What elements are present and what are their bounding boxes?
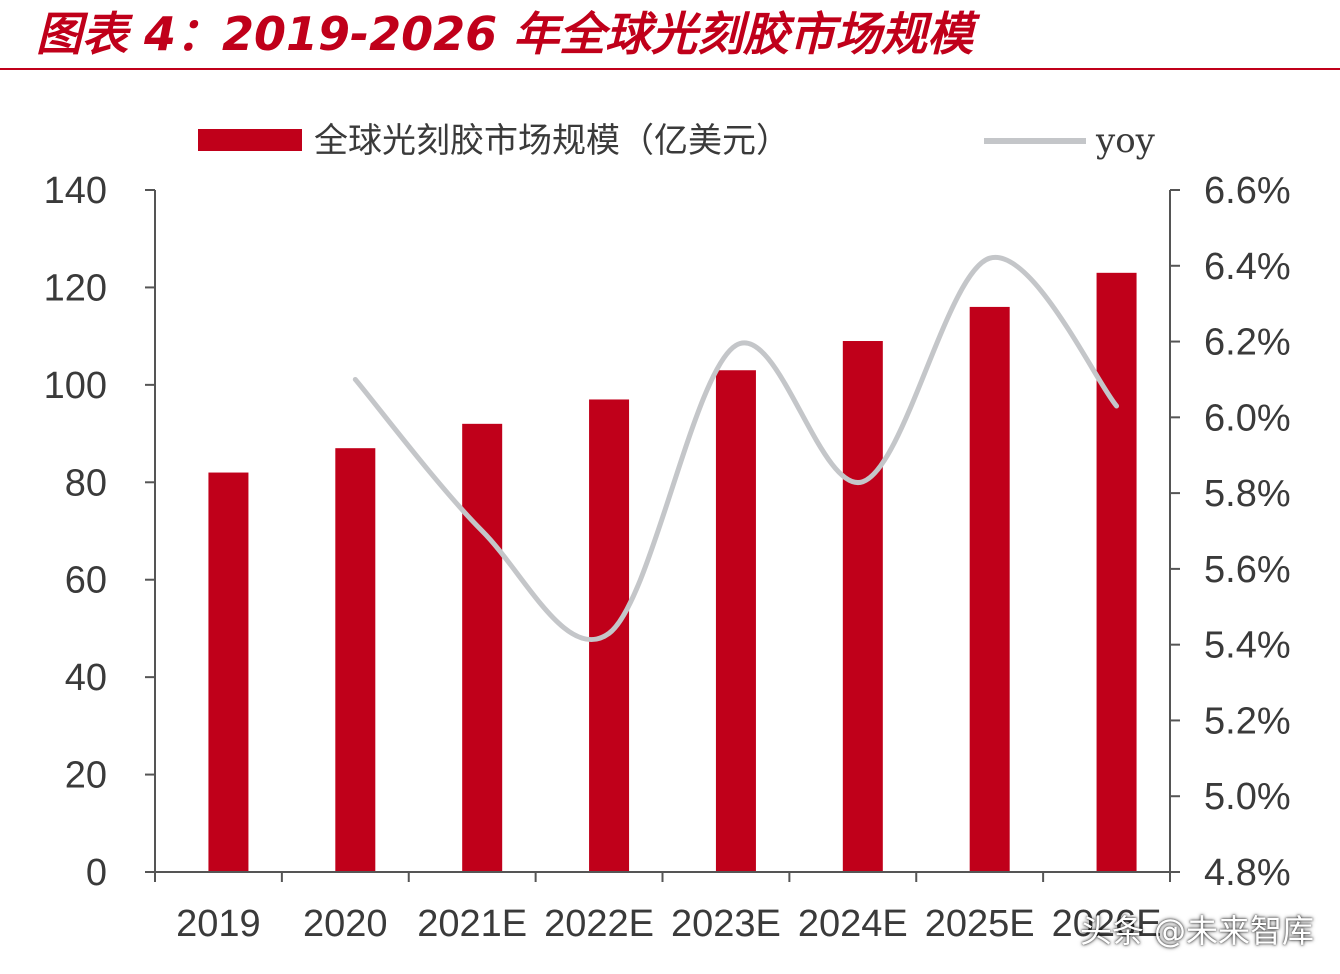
left-y-tick-label: 140 bbox=[44, 170, 107, 212]
yoy-line bbox=[352, 255, 1120, 643]
bar-2025E bbox=[969, 306, 1010, 872]
bar-2023E bbox=[715, 370, 756, 872]
yoy-line-series bbox=[352, 255, 1120, 643]
legend-swatch-bar bbox=[198, 129, 302, 151]
right-y-tick-label: 5.0% bbox=[1204, 776, 1291, 818]
bar-2020 bbox=[335, 448, 376, 872]
x-tick-label: 2024E bbox=[798, 903, 908, 945]
watermark-text: 头条 @未来智库 bbox=[1079, 912, 1314, 950]
x-tick-label: 2026E bbox=[1052, 903, 1162, 945]
legend: 全球光刻胶市场规模（亿美元） yoy bbox=[198, 121, 1156, 161]
left-y-tick-label: 100 bbox=[44, 365, 107, 407]
legend-label-line: yoy bbox=[1095, 121, 1156, 161]
bar-series bbox=[208, 272, 1137, 872]
right-y-tick-label: 6.4% bbox=[1204, 246, 1291, 288]
left-y-tick-label: 120 bbox=[44, 267, 107, 309]
right-y-tick-label: 5.8% bbox=[1204, 473, 1291, 515]
bar-2021E bbox=[462, 423, 503, 872]
right-y-tick-label: 4.8% bbox=[1204, 852, 1291, 894]
x-tick-label: 2022E bbox=[544, 903, 654, 945]
left-y-tick-label: 40 bbox=[65, 657, 107, 699]
bar-2026E bbox=[1096, 272, 1137, 872]
x-tick-label: 2021E bbox=[417, 903, 527, 945]
left-y-tick-label: 60 bbox=[65, 560, 107, 602]
bar-2019 bbox=[208, 472, 249, 872]
left-y-tick-label: 20 bbox=[65, 755, 107, 797]
right-y-tick-label: 6.2% bbox=[1204, 322, 1291, 364]
legend-label-bar: 全球光刻胶市场规模（亿美元） bbox=[314, 121, 790, 161]
right-y-tick-label: 5.4% bbox=[1204, 625, 1291, 667]
right-y-tick-label: 6.0% bbox=[1204, 397, 1291, 439]
left-y-tick-label: 0 bbox=[86, 852, 107, 894]
right-y-tick-label: 6.6% bbox=[1204, 170, 1291, 212]
x-tick-label: 2019 bbox=[176, 903, 261, 945]
title-divider bbox=[0, 68, 1340, 70]
x-tick-label: 2025E bbox=[925, 903, 1035, 945]
left-y-tick-label: 80 bbox=[65, 462, 107, 504]
axes: 0 20 40 60 80 100 120 140 4.8% 5.0% 5.2% 5.4% 5.6% 5.… bbox=[44, 170, 1291, 945]
right-y-tick-label: 5.2% bbox=[1204, 700, 1291, 742]
x-tick-label: 2020 bbox=[303, 903, 388, 945]
right-y-tick-label: 5.6% bbox=[1204, 549, 1291, 591]
bar-2024E bbox=[842, 341, 883, 872]
x-tick-label: 2023E bbox=[671, 903, 781, 945]
chart-title: 图表 4：2019-2026 年全球光刻胶市场规模 bbox=[36, 7, 974, 61]
